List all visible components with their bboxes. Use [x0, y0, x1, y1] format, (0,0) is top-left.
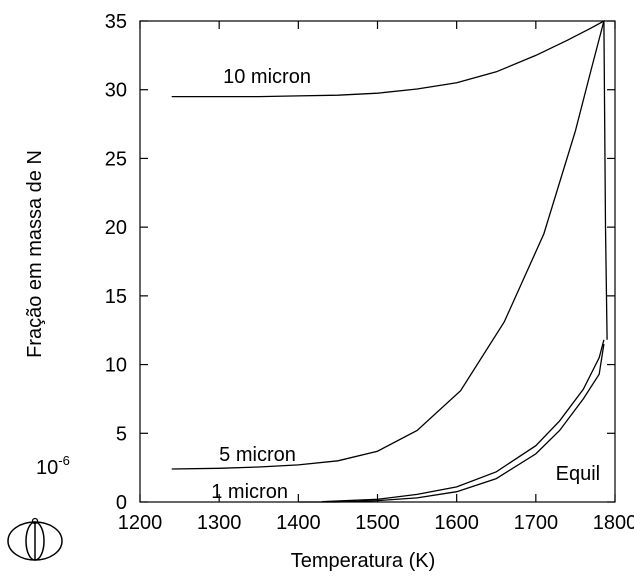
- y-tick-label: 15: [105, 286, 127, 308]
- tick-labels: 1200 1300 1400 1500 1600 1700 1800 0 5 10 15 20 25 30…: [105, 11, 634, 534]
- x-tick-label: 1400: [276, 512, 321, 534]
- y-tick-label: 5: [116, 423, 127, 445]
- series-label: 1 micron: [211, 481, 288, 503]
- series-label: 5 micron: [219, 444, 296, 466]
- series-line-1-micron: [322, 339, 605, 503]
- series-lines: [171, 19, 608, 503]
- x-tick-label: 1700: [514, 512, 559, 534]
- x-tick-label: 1500: [355, 512, 400, 534]
- x-tick-label: 1300: [197, 512, 242, 534]
- series-line-5-micron: [171, 20, 605, 470]
- x-tick-label: 1200: [118, 512, 163, 534]
- y-tick-label: 20: [105, 217, 127, 239]
- series-line-10-micron: [171, 19, 608, 340]
- series-label: 10 micron: [223, 66, 311, 88]
- y-tick-label: 25: [105, 148, 127, 170]
- y-tick-label: 10: [105, 355, 127, 377]
- y-tick-label: 35: [105, 11, 127, 33]
- y-tick-label: 0: [116, 492, 127, 514]
- axis-ticks: [139, 20, 616, 503]
- y-scale-note: 10-6: [36, 453, 70, 479]
- x-axis-title: Temperatura (K): [291, 550, 436, 572]
- thermo-calc-logo-icon: [7, 517, 63, 561]
- y-axis-title: Fração em massa de N: [24, 150, 46, 358]
- series-label: Equil: [556, 463, 600, 485]
- y-tick-label: 30: [105, 80, 127, 102]
- x-tick-label: 1600: [434, 512, 479, 534]
- series-line-equil: [298, 343, 605, 503]
- x-tick-label: 1800: [593, 512, 634, 534]
- series-labels: 10 micron 5 micron 1 micron Equil: [211, 66, 600, 503]
